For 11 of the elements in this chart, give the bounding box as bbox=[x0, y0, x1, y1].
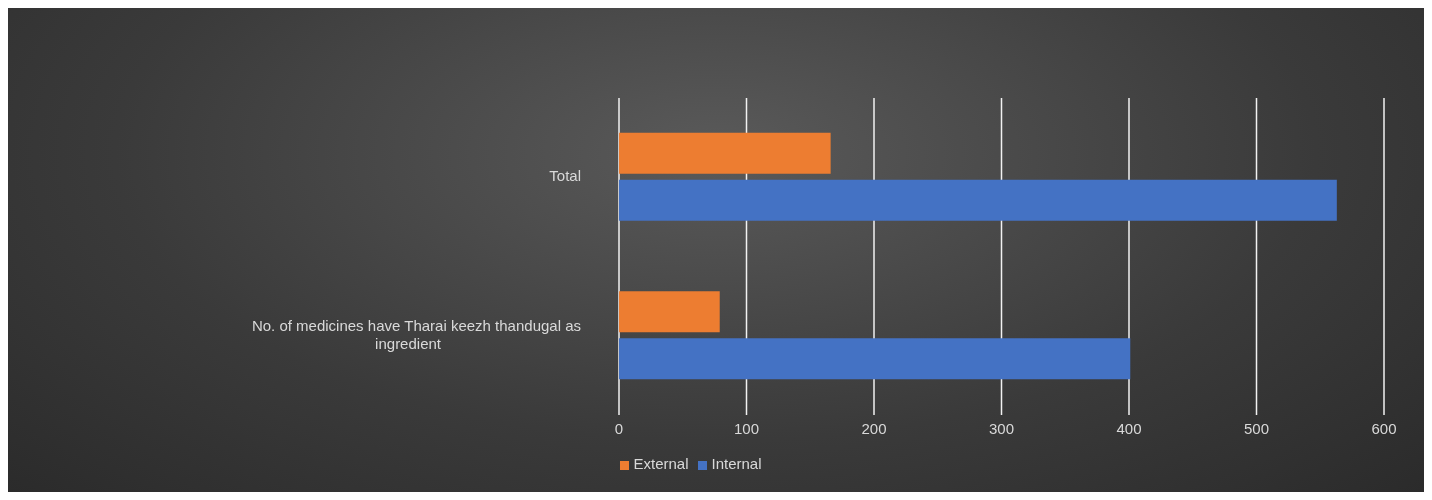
x-tick-label: 500 bbox=[1243, 419, 1270, 437]
legend-label: Internal bbox=[711, 455, 762, 472]
x-tick-label: 0 bbox=[614, 419, 624, 437]
legend-label: External bbox=[633, 455, 689, 472]
x-tick-label: 300 bbox=[988, 419, 1015, 437]
y-tick-label: No. of medicines have Tharai keezh thandugal as ingredient bbox=[251, 316, 581, 352]
x-tick-label: 100 bbox=[733, 419, 760, 437]
x-tick-label: 200 bbox=[861, 419, 887, 437]
x-tick-label: 600 bbox=[1371, 419, 1397, 437]
y-tick-label: Total bbox=[549, 167, 581, 185]
x-tick-label: 400 bbox=[1116, 419, 1142, 437]
